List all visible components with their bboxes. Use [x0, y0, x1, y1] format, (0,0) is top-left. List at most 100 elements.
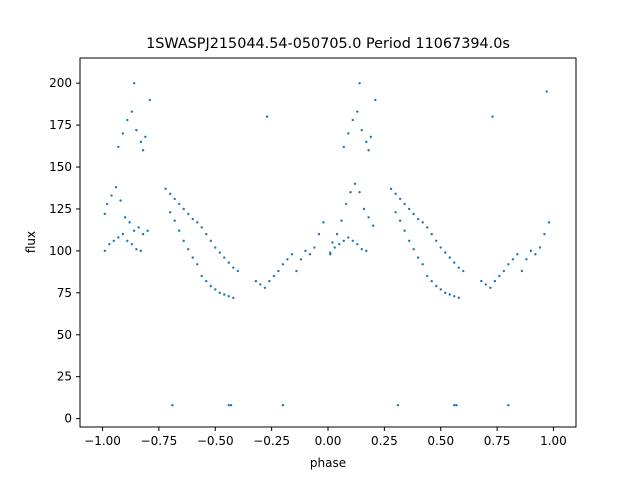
data-points [103, 81, 551, 407]
data-point [313, 246, 316, 249]
data-point [367, 149, 370, 152]
data-point [360, 248, 364, 251]
data-point [416, 217, 420, 221]
data-point [227, 261, 230, 264]
data-point [349, 190, 352, 194]
data-point [132, 81, 136, 85]
data-point [439, 246, 442, 249]
data-point [369, 135, 373, 139]
data-point [444, 291, 447, 295]
data-point [227, 294, 230, 298]
data-point [126, 239, 129, 243]
data-point [232, 266, 235, 269]
data-point [543, 232, 546, 236]
data-point [426, 226, 429, 229]
data-point [394, 211, 397, 214]
data-point [137, 226, 140, 229]
data-point [182, 239, 185, 243]
data-point [525, 258, 528, 261]
data-point [130, 242, 134, 246]
data-point [229, 403, 233, 407]
data-point [265, 115, 269, 118]
data-point [394, 192, 397, 196]
data-point [356, 110, 359, 113]
data-point [114, 185, 118, 189]
data-point [128, 221, 131, 224]
data-point [511, 258, 515, 261]
data-point [299, 258, 303, 261]
data-point [232, 296, 235, 300]
data-point [367, 216, 370, 219]
data-point [529, 249, 533, 253]
data-point [281, 263, 285, 266]
data-point [453, 294, 456, 298]
data-point [344, 202, 348, 206]
data-point [168, 192, 172, 196]
data-point [351, 118, 354, 122]
data-point [331, 241, 334, 244]
y-tick-label: 100 [49, 244, 72, 258]
data-point [168, 211, 172, 214]
y-tick-label: 75 [57, 286, 72, 300]
data-point [398, 219, 402, 222]
data-point [268, 279, 271, 283]
data-point [130, 110, 134, 113]
data-point [263, 286, 267, 289]
data-point [117, 145, 120, 149]
data-point [191, 217, 194, 221]
data-point [333, 246, 336, 249]
y-tick-label: 0 [64, 412, 72, 426]
data-point [317, 232, 321, 236]
data-point [338, 242, 341, 246]
y-axis-label: flux [24, 231, 38, 253]
y-axis-ticks: 0 25 50 75 100 125 150 175 200 [49, 76, 80, 426]
data-point [329, 253, 332, 256]
data-point [196, 221, 199, 224]
data-point [171, 403, 174, 407]
data-point [358, 81, 361, 85]
data-point [205, 279, 208, 283]
x-tick-label: −0.50 [197, 434, 234, 448]
data-point [353, 182, 357, 185]
data-point [407, 207, 411, 211]
data-point [371, 224, 375, 227]
data-point [347, 132, 350, 135]
data-point [103, 212, 107, 216]
data-point [117, 236, 120, 239]
data-point [347, 236, 350, 239]
y-tick-label: 25 [57, 370, 72, 384]
data-point [534, 253, 537, 256]
data-point [308, 253, 312, 256]
x-tick-label: 1.00 [540, 434, 567, 448]
data-point [218, 291, 221, 295]
x-tick-label: 0.25 [371, 434, 398, 448]
data-point [507, 403, 510, 407]
data-point [507, 263, 510, 266]
data-point [520, 269, 524, 273]
data-point [132, 229, 136, 232]
y-tick-label: 150 [49, 160, 72, 174]
data-point [489, 286, 492, 289]
y-tick-label: 125 [49, 202, 72, 216]
data-point [493, 279, 497, 283]
data-point [108, 242, 111, 246]
data-point [342, 145, 345, 149]
data-point [448, 293, 451, 296]
data-point [502, 269, 506, 273]
data-point [453, 261, 456, 264]
data-point [259, 283, 262, 286]
data-point [439, 288, 442, 291]
data-point [141, 232, 145, 236]
data-point [342, 239, 345, 243]
data-point [214, 246, 217, 249]
data-point [191, 256, 194, 259]
x-axis-label: phase [310, 456, 346, 470]
data-point [223, 256, 226, 259]
data-point [119, 199, 122, 202]
data-point [110, 194, 113, 197]
data-point [480, 279, 483, 283]
data-point [335, 232, 339, 236]
data-point [516, 253, 519, 256]
data-point [227, 403, 230, 407]
x-axis-ticks: −1.00 −0.75 −0.50 −0.25 0.00 0.25 0.50 0.75 1.00 [84, 427, 567, 448]
